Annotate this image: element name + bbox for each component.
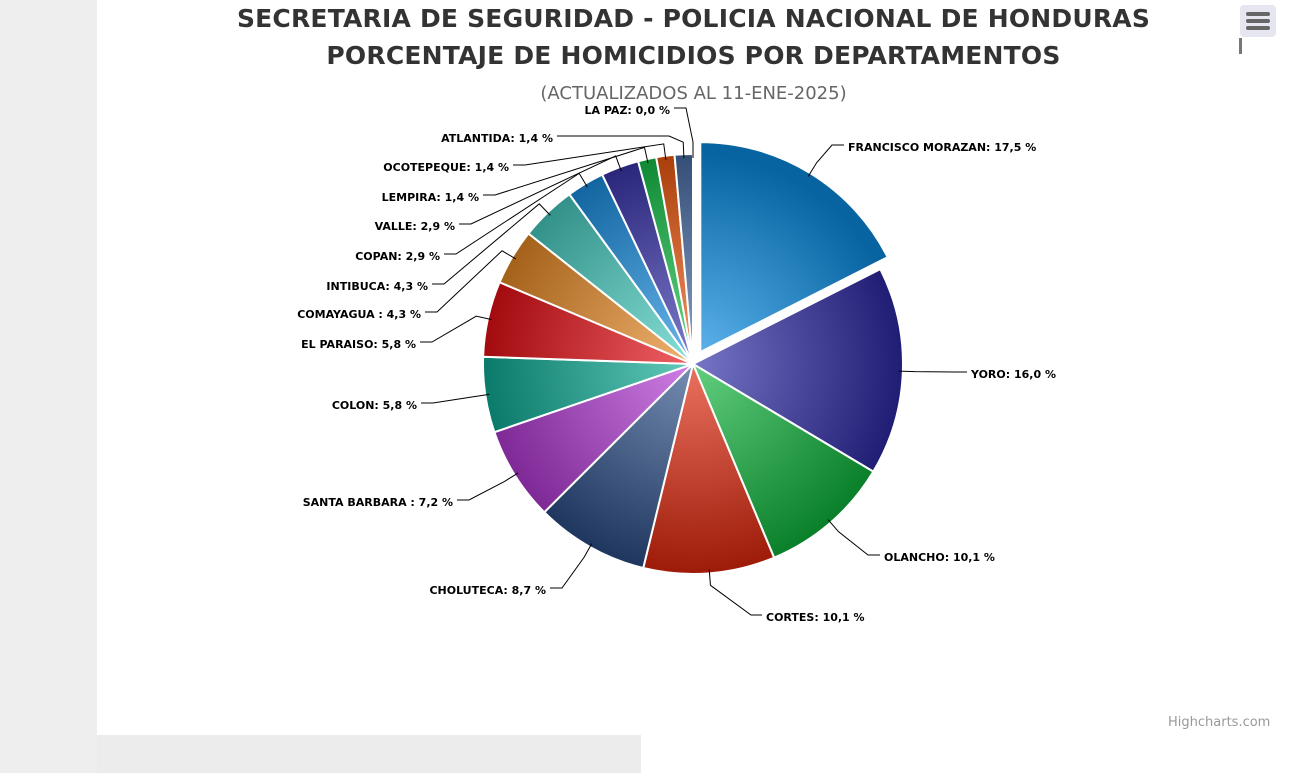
chart-subtitle: (ACTUALIZADOS AL 11-ENE-2025) bbox=[540, 83, 847, 104]
highcharts-credits-link[interactable]: Highcharts.com bbox=[1168, 715, 1271, 730]
chart-title-line-2: PORCENTAJE DE HOMICIDIOS POR DEPARTAMENT… bbox=[326, 41, 1061, 70]
connector-la-paz bbox=[674, 107, 694, 158]
data-label-valle: VALLE: 2,9 % bbox=[375, 220, 455, 233]
connector-copan bbox=[444, 172, 588, 255]
data-label-atlantida: ATLANTIDA: 1,4 % bbox=[441, 132, 553, 145]
data-label-santa-barbara: SANTA BARBARA : 7,2 % bbox=[303, 496, 453, 509]
connector-lempira bbox=[483, 146, 649, 196]
connector-atlantida bbox=[557, 135, 685, 159]
connector-francisco-morazan bbox=[807, 144, 844, 177]
background-bottom-right bbox=[641, 735, 1290, 773]
connector-colon bbox=[421, 393, 490, 404]
data-label-olancho: OLANCHO: 10,1 % bbox=[884, 551, 995, 564]
data-label-choluteca: CHOLUTECA: 8,7 % bbox=[429, 584, 546, 597]
connector-comayagua bbox=[425, 250, 517, 313]
menu-indicator bbox=[1239, 38, 1242, 54]
chart-menu-button[interactable] bbox=[1240, 5, 1276, 37]
data-label-copan: COPAN: 2,9 % bbox=[355, 250, 440, 263]
data-label-colon: COLON: 5,8 % bbox=[332, 399, 417, 412]
data-label-ocotepeque: OCOTEPEQUE: 1,4 % bbox=[383, 161, 509, 174]
connector-olancho bbox=[827, 519, 880, 556]
connector-cortes bbox=[708, 569, 762, 616]
background-strip-left bbox=[0, 0, 97, 773]
connector-ocotepeque bbox=[513, 143, 667, 166]
data-label-intibuca: INTIBUCA: 4,3 % bbox=[326, 280, 428, 293]
data-label-la-paz: LA PAZ: 0,0 % bbox=[585, 104, 670, 117]
connector-intibuca bbox=[432, 203, 551, 285]
connector-santa-barbara bbox=[457, 472, 519, 501]
data-label-cortes: CORTES: 10,1 % bbox=[766, 611, 865, 624]
connector-yoro bbox=[898, 370, 967, 373]
chart-title-line-1: SECRETARIA DE SEGURIDAD - POLICIA NACION… bbox=[236, 4, 1151, 33]
connector-choluteca bbox=[550, 543, 593, 589]
data-label-comayagua: COMAYAGUA : 4,3 % bbox=[297, 308, 421, 321]
background-strip-bottom bbox=[97, 735, 641, 773]
hamburger-menu-icon-bar bbox=[1246, 19, 1270, 23]
data-label-yoro: YORO: 16,0 % bbox=[970, 368, 1056, 381]
hamburger-menu-icon-bar bbox=[1246, 26, 1270, 30]
data-label-francisco-morazan: FRANCISCO MORAZAN: 17,5 % bbox=[848, 141, 1036, 154]
connector-el-paraiso bbox=[420, 315, 492, 343]
hamburger-menu-icon bbox=[1246, 12, 1270, 16]
data-label-el-paraiso: EL PARAISO: 5,8 % bbox=[301, 338, 416, 351]
data-label-lempira: LEMPIRA: 1,4 % bbox=[382, 191, 479, 204]
connector-valle bbox=[459, 155, 622, 225]
